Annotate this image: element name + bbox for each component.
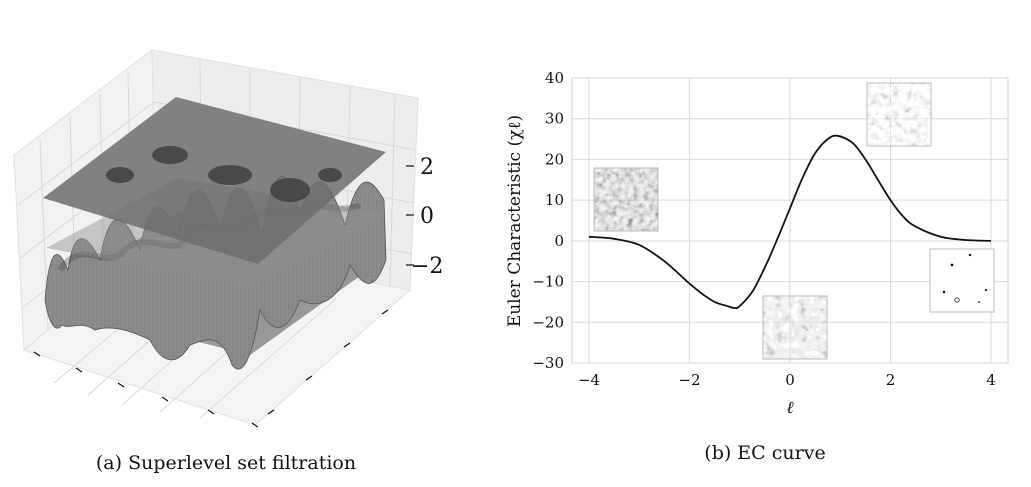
z-tick-label: 0 <box>420 204 434 229</box>
y-tick-label: 10 <box>545 191 564 209</box>
y-tick-label: −30 <box>532 354 564 372</box>
x-tick-label: −4 <box>578 371 600 389</box>
y-tick-label: 30 <box>545 110 564 128</box>
z-tick-label: −2 <box>411 254 443 279</box>
z-tick-label: 2 <box>420 155 434 180</box>
x-tick-label: −2 <box>678 371 700 389</box>
y-tick-label: −20 <box>532 313 564 331</box>
inset-high-threshold <box>866 82 932 147</box>
ec-curve-line <box>588 134 992 309</box>
inset-sparse <box>929 248 995 313</box>
y-axis-label: Euler Characteristic (χℓ) <box>505 115 525 327</box>
inset-low-threshold <box>762 295 828 360</box>
y-tick-label: −10 <box>532 273 564 291</box>
x-tick-label: 4 <box>986 371 996 389</box>
upper-plane-peaks <box>106 146 342 202</box>
inset-noise <box>593 167 659 232</box>
y-tick-label: 20 <box>545 150 564 168</box>
x-tick-label: 0 <box>785 371 795 389</box>
x-ticks: −4 −2 0 2 4 <box>578 371 996 389</box>
panel-b-caption: (b) EC curve <box>704 442 825 464</box>
base-ticks <box>33 309 389 428</box>
x-tick-label: 2 <box>886 371 896 389</box>
y-tick-label: 0 <box>554 232 564 250</box>
y-ticks: −30 −20 −10 0 10 20 30 40 <box>532 69 564 372</box>
x-axis-label: ℓ <box>786 398 793 418</box>
panel-a-surface-plot: 2 0 −2 (a) Superlevel set filtration <box>13 49 443 474</box>
panel-a-caption: (a) Superlevel set filtration <box>96 452 356 474</box>
z-axis <box>406 165 414 266</box>
y-tick-label: 40 <box>545 69 564 87</box>
